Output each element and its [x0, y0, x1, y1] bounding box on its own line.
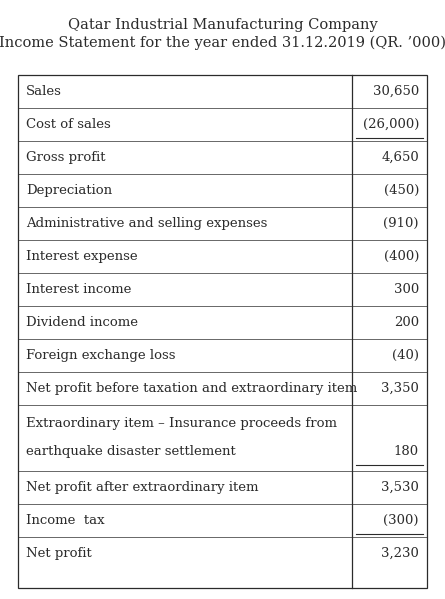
Text: Net profit after extraordinary item: Net profit after extraordinary item — [26, 481, 259, 494]
Text: Administrative and selling expenses: Administrative and selling expenses — [26, 217, 267, 230]
Text: Interest income: Interest income — [26, 283, 131, 296]
Text: Gross profit: Gross profit — [26, 151, 105, 164]
Text: Interest expense: Interest expense — [26, 250, 138, 263]
Text: Income Statement for the year ended 31.12.2019 (QR. ’000): Income Statement for the year ended 31.1… — [0, 36, 445, 50]
Text: (910): (910) — [384, 217, 419, 230]
Text: Net profit before taxation and extraordinary item: Net profit before taxation and extraordi… — [26, 382, 357, 395]
Text: 180: 180 — [394, 444, 419, 458]
Text: Net profit: Net profit — [26, 547, 92, 560]
Text: (300): (300) — [384, 514, 419, 527]
Text: 30,650: 30,650 — [373, 85, 419, 98]
Text: Cost of sales: Cost of sales — [26, 118, 111, 131]
Text: Income  tax: Income tax — [26, 514, 105, 527]
Text: Foreign exchange loss: Foreign exchange loss — [26, 349, 175, 362]
Text: 3,350: 3,350 — [381, 382, 419, 395]
Text: (26,000): (26,000) — [363, 118, 419, 131]
Text: 3,530: 3,530 — [381, 481, 419, 494]
Text: 300: 300 — [394, 283, 419, 296]
Text: 200: 200 — [394, 316, 419, 329]
Text: Sales: Sales — [26, 85, 62, 98]
Text: (400): (400) — [384, 250, 419, 263]
Bar — [18, 75, 427, 588]
Text: 4,650: 4,650 — [381, 151, 419, 164]
Text: Dividend income: Dividend income — [26, 316, 138, 329]
Text: Depreciation: Depreciation — [26, 184, 112, 197]
Text: Qatar Industrial Manufacturing Company: Qatar Industrial Manufacturing Company — [68, 18, 377, 32]
Text: Extraordinary item – Insurance proceeds from: Extraordinary item – Insurance proceeds … — [26, 417, 337, 430]
Text: (450): (450) — [384, 184, 419, 197]
Text: (40): (40) — [392, 349, 419, 362]
Text: 3,230: 3,230 — [381, 547, 419, 560]
Text: earthquake disaster settlement: earthquake disaster settlement — [26, 444, 236, 458]
